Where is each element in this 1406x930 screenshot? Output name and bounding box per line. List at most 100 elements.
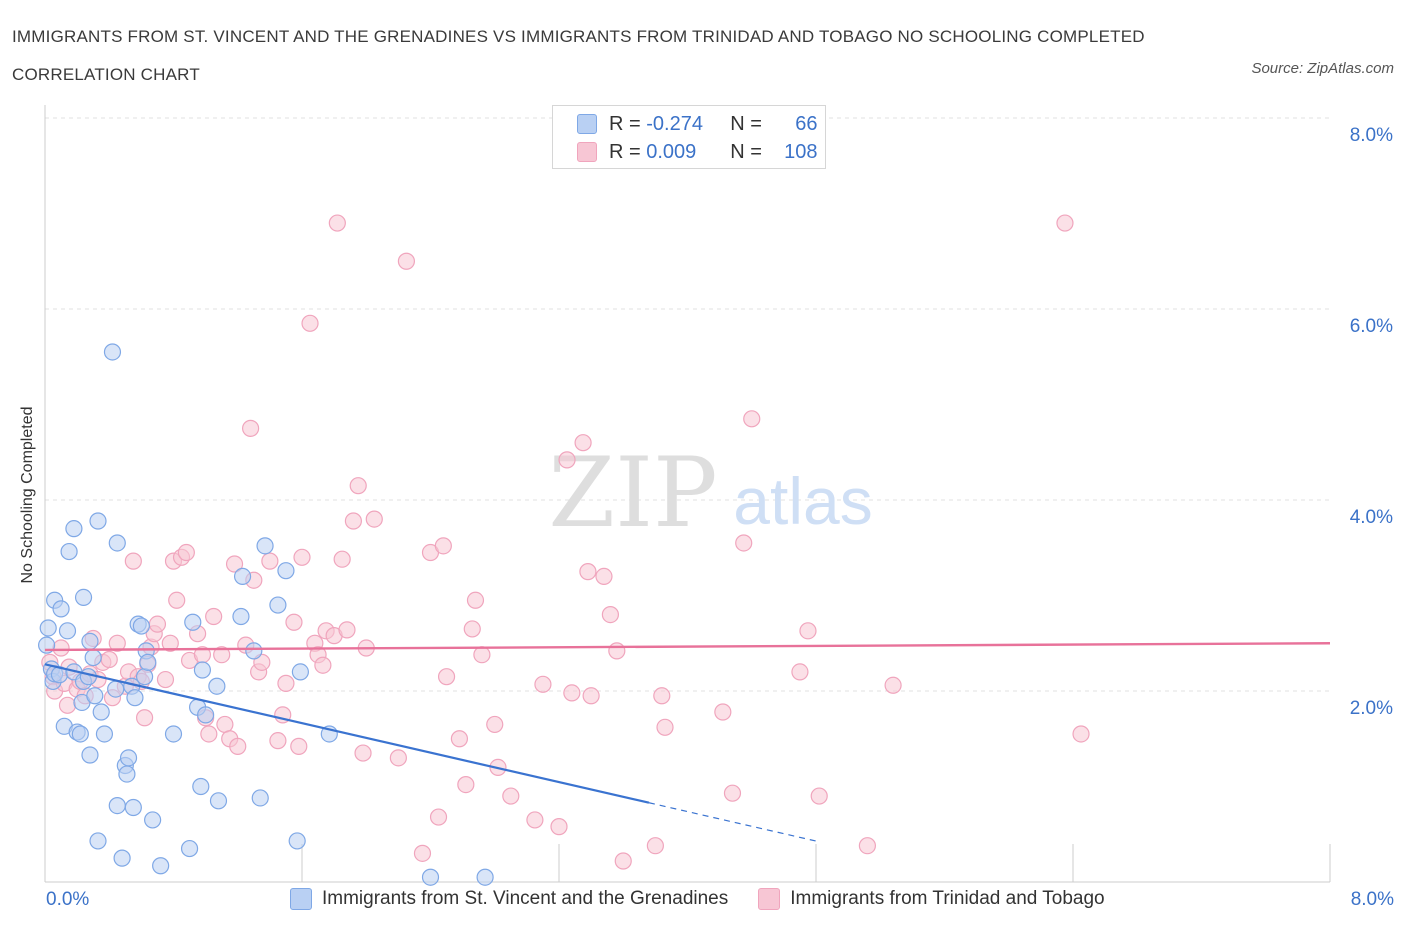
data-point-stvincent	[245, 642, 263, 660]
series-legend: Immigrants from St. Vincent and the Gren…	[290, 888, 1135, 910]
legend-r-value: 0.009	[646, 140, 697, 163]
data-point-trinidad	[646, 837, 664, 855]
data-point-trinidad	[608, 642, 626, 660]
data-point-trinidad	[656, 718, 674, 736]
data-point-trinidad	[434, 537, 452, 555]
data-point-trinidad	[437, 668, 456, 686]
grid-lines	[45, 117, 1330, 692]
data-point-stvincent	[103, 343, 122, 361]
data-point-trinidad	[723, 784, 742, 802]
data-point-stvincent	[208, 677, 226, 695]
data-point-trinidad	[229, 737, 247, 755]
watermark-atlas: atlas	[733, 464, 872, 538]
data-point-trinidad	[502, 787, 520, 805]
data-point-trinidad	[582, 687, 600, 705]
legend-row-trinidad: R = 0.009 N = 108	[577, 140, 818, 164]
data-point-trinidad	[314, 656, 332, 674]
data-point-stvincent	[65, 520, 83, 538]
trend-lines	[44, 642, 1331, 842]
data-point-trinidad	[216, 715, 234, 734]
data-point-trinidad	[486, 715, 504, 734]
data-point-stvincent	[39, 619, 57, 637]
data-point-trinidad	[328, 214, 346, 232]
data-point-trinidad	[601, 605, 620, 624]
data-point-trinidad	[799, 622, 817, 640]
data-point-trinidad	[858, 837, 877, 855]
data-point-trinidad	[338, 621, 356, 639]
legend-item-trinidad[interactable]: Immigrants from Trinidad and Tobago	[758, 888, 1105, 910]
data-point-stvincent	[84, 648, 102, 667]
data-point-stvincent	[118, 765, 136, 783]
data-point-stvincent	[269, 596, 287, 614]
data-point-trinidad	[429, 808, 448, 826]
legend-n-value: 66	[795, 112, 818, 135]
data-point-stvincent	[476, 868, 494, 886]
data-point-trinidad	[550, 818, 568, 836]
data-point-trinidad	[595, 567, 613, 586]
legend-n-label: N =	[730, 140, 768, 163]
legend-swatch-pink	[577, 142, 597, 162]
data-point-trinidad	[791, 663, 809, 681]
y-tick-labels: 2.0% 4.0% 6.0% 8.0%	[1350, 125, 1393, 719]
data-point-trinidad	[397, 252, 416, 270]
data-point-trinidad	[884, 676, 902, 694]
data-point-stvincent	[60, 542, 78, 561]
legend-n-label: N =	[730, 112, 768, 135]
trend-line-trinidad	[44, 642, 1331, 652]
data-point-trinidad	[285, 613, 303, 631]
data-point-trinidad	[293, 548, 311, 566]
data-point-stvincent	[421, 868, 440, 886]
data-point-stvincent	[288, 832, 306, 850]
trend-line-stvincent-extension	[648, 802, 817, 842]
data-point-trinidad	[365, 510, 383, 528]
data-point-stvincent	[52, 600, 70, 618]
x-tick-label-min: 0.0%	[46, 889, 90, 910]
y-tick-label: 2.0%	[1350, 698, 1393, 719]
data-point-trinidad	[200, 725, 218, 743]
legend-r-value: -0.274	[646, 112, 703, 135]
data-point-stvincent	[124, 798, 142, 817]
legend-r-label: R =	[609, 112, 647, 135]
data-point-trinidad	[52, 639, 70, 657]
data-point-stvincent	[164, 725, 183, 743]
data-point-stvincent	[81, 632, 99, 650]
data-point-trinidad	[156, 670, 175, 689]
data-point-stvincent	[193, 661, 212, 679]
data-point-trinidad	[213, 646, 231, 664]
series-stvincent-points	[38, 343, 494, 886]
data-point-stvincent	[79, 668, 97, 686]
data-point-trinidad	[168, 591, 186, 609]
data-point-stvincent	[74, 588, 93, 607]
axes	[44, 105, 1331, 883]
data-point-trinidad	[344, 512, 362, 530]
data-point-trinidad	[261, 552, 279, 570]
data-point-stvincent	[95, 725, 114, 743]
data-point-stvincent	[71, 725, 89, 743]
watermark-zip: ZIP	[548, 437, 717, 549]
y-tick-label: 8.0%	[1350, 125, 1393, 146]
data-point-stvincent	[119, 749, 138, 767]
data-point-trinidad	[563, 684, 581, 702]
data-point-trinidad	[108, 634, 126, 652]
data-point-stvincent	[256, 537, 274, 555]
data-point-stvincent	[144, 811, 162, 829]
legend-swatch-pink	[758, 888, 781, 910]
data-point-trinidad	[333, 550, 351, 568]
data-point-stvincent	[92, 703, 110, 721]
data-point-stvincent	[132, 617, 150, 635]
data-point-stvincent	[209, 792, 228, 810]
data-point-trinidad	[58, 696, 77, 714]
data-point-trinidad	[810, 787, 828, 805]
legend-item-stvincent[interactable]: Immigrants from St. Vincent and the Gren…	[290, 888, 728, 910]
data-point-trinidad	[124, 552, 142, 570]
data-point-trinidad	[135, 709, 154, 727]
data-point-stvincent	[233, 567, 252, 586]
data-point-trinidad	[269, 732, 287, 750]
legend-swatch-blue	[577, 114, 597, 134]
data-point-stvincent	[192, 777, 210, 796]
data-point-stvincent	[152, 857, 170, 875]
chart-title: IMMIGRANTS FROM ST. VINCENT AND THE GREN…	[12, 27, 1145, 84]
data-point-stvincent	[86, 687, 104, 705]
data-point-trinidad	[714, 703, 732, 721]
data-point-trinidad	[466, 591, 485, 609]
